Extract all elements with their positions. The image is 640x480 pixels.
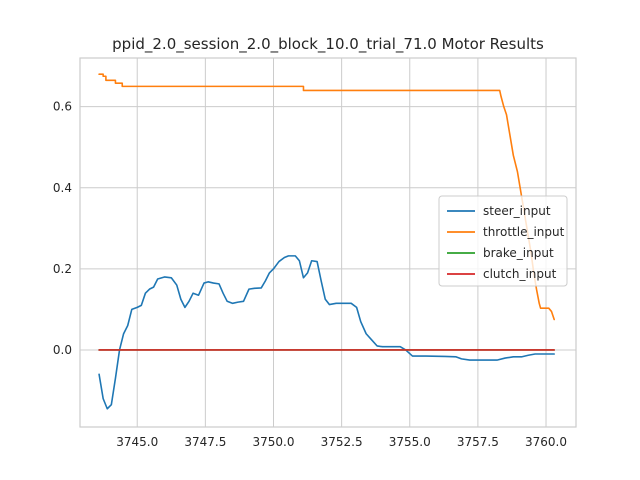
x-tick-label: 3755.0 [389, 435, 431, 449]
legend-label-steer-input: steer_input [483, 204, 551, 218]
x-tick-label: 3745.0 [116, 435, 158, 449]
series-line-throttle-input [98, 73, 555, 321]
y-tick-label: 0.4 [53, 181, 72, 195]
legend: steer_input throttle_input brake_inputclut… [438, 195, 568, 287]
x-tick-label: 3757.5 [457, 435, 499, 449]
series-lines [98, 73, 555, 410]
legend-label-brake-input: brake_input [483, 246, 554, 260]
x-tick-label: 3752.5 [321, 435, 363, 449]
x-tick-label: 3760.0 [525, 435, 567, 449]
x-tick-label: 3747.5 [184, 435, 226, 449]
legend-label-clutch-input: clutch_input [483, 267, 557, 281]
y-tick-label: 0.0 [53, 343, 72, 357]
y-tick-label: 0.6 [53, 100, 72, 114]
tick-labels: 3745.0 3747.5 3750.0 3752.5 3755.0 3757.5 3760… [53, 100, 567, 449]
plot-frame [79, 57, 577, 428]
series-line-steer-input [98, 255, 555, 410]
x-tick-label: 3750.0 [252, 435, 294, 449]
y-tick-label: 0.2 [53, 262, 72, 276]
legend-label-throttle-input: throttle_input [483, 225, 565, 239]
legend-box [438, 195, 568, 287]
chart-title: ppid_2.0_session_2.0_block_10.0_trial_71… [112, 35, 544, 54]
